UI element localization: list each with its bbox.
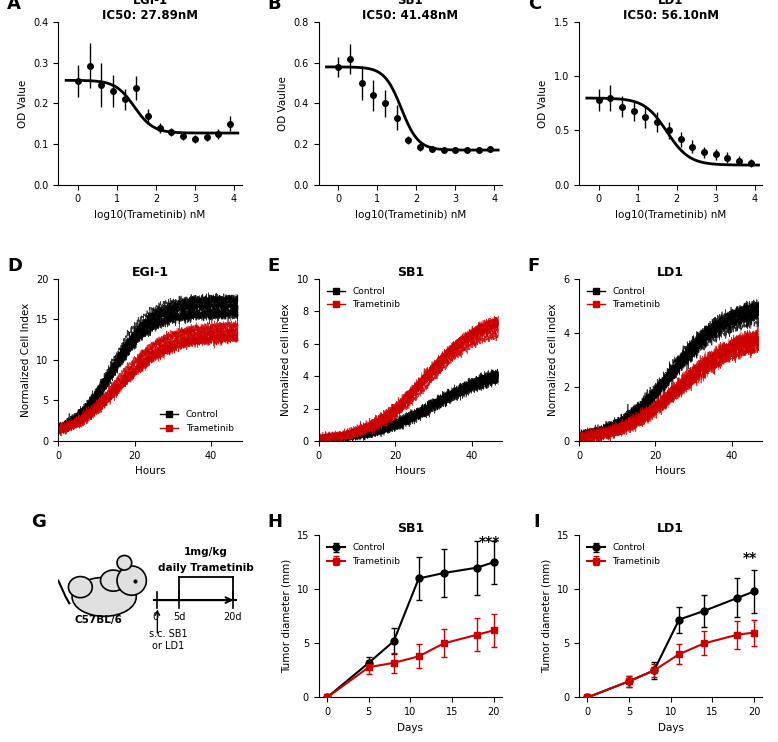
- X-axis label: Hours: Hours: [135, 466, 166, 476]
- Legend: Control, Trametinib: Control, Trametinib: [323, 539, 404, 569]
- Title: EGI-1: EGI-1: [131, 266, 169, 279]
- Text: I: I: [533, 513, 540, 531]
- Y-axis label: Normalized cell index: Normalized cell index: [548, 303, 558, 416]
- Text: s.c. SB1
or LD1: s.c. SB1 or LD1: [149, 629, 187, 651]
- Y-axis label: Tumor diameter (mm): Tumor diameter (mm): [541, 559, 552, 674]
- Legend: Control, Trametinib: Control, Trametinib: [323, 283, 404, 313]
- Text: 5d: 5d: [173, 611, 185, 622]
- Ellipse shape: [117, 566, 146, 595]
- X-axis label: Days: Days: [398, 723, 423, 733]
- X-axis label: Days: Days: [657, 723, 684, 733]
- Text: E: E: [268, 257, 279, 275]
- Text: 0: 0: [152, 611, 159, 622]
- Text: A: A: [7, 0, 21, 13]
- Title: SB1: SB1: [397, 522, 424, 535]
- Ellipse shape: [117, 556, 131, 570]
- Y-axis label: Normalized cell index: Normalized cell index: [281, 303, 291, 416]
- Title: LD1: LD1: [657, 522, 685, 535]
- Y-axis label: OD Value: OD Value: [538, 79, 548, 128]
- Title: SB1: SB1: [397, 266, 424, 279]
- Text: C57BL/6: C57BL/6: [75, 615, 123, 625]
- X-axis label: log10(Trametinib) nM: log10(Trametinib) nM: [355, 210, 466, 220]
- Title: SB1
IC50: 41.48nM: SB1 IC50: 41.48nM: [363, 0, 458, 22]
- Text: 20d: 20d: [223, 611, 242, 622]
- Legend: Control, Trametinib: Control, Trametinib: [584, 539, 664, 569]
- Ellipse shape: [68, 577, 93, 597]
- X-axis label: Hours: Hours: [395, 466, 426, 476]
- Text: H: H: [268, 513, 282, 531]
- Y-axis label: OD Value: OD Value: [18, 79, 28, 128]
- Y-axis label: OD Vaulue: OD Vaulue: [278, 76, 288, 131]
- Legend: Control, Trametinib: Control, Trametinib: [584, 283, 664, 313]
- Title: EGI-1
IC50: 27.89nM: EGI-1 IC50: 27.89nM: [102, 0, 198, 22]
- Y-axis label: Tumor diameter (mm): Tumor diameter (mm): [281, 559, 291, 674]
- Ellipse shape: [72, 577, 136, 617]
- X-axis label: log10(Trametinib) nM: log10(Trametinib) nM: [615, 210, 727, 220]
- Text: B: B: [268, 0, 281, 13]
- Text: C: C: [527, 0, 541, 13]
- Text: G: G: [31, 513, 46, 531]
- X-axis label: log10(Trametinib) nM: log10(Trametinib) nM: [94, 210, 205, 220]
- Text: ***: ***: [479, 535, 500, 549]
- Title: LD1: LD1: [657, 266, 685, 279]
- Ellipse shape: [100, 570, 126, 591]
- Title: LD1
IC50: 56.10nM: LD1 IC50: 56.10nM: [622, 0, 719, 22]
- Text: D: D: [7, 257, 22, 275]
- Text: **: **: [743, 551, 757, 565]
- Text: daily Trametinib: daily Trametinib: [158, 563, 254, 573]
- Y-axis label: Normalized Cell Index: Normalized Cell Index: [21, 303, 30, 417]
- Text: 1mg/kg: 1mg/kg: [184, 547, 228, 556]
- Text: F: F: [527, 257, 540, 275]
- Legend: Control, Trametinib: Control, Trametinib: [156, 407, 237, 436]
- X-axis label: Hours: Hours: [655, 466, 686, 476]
